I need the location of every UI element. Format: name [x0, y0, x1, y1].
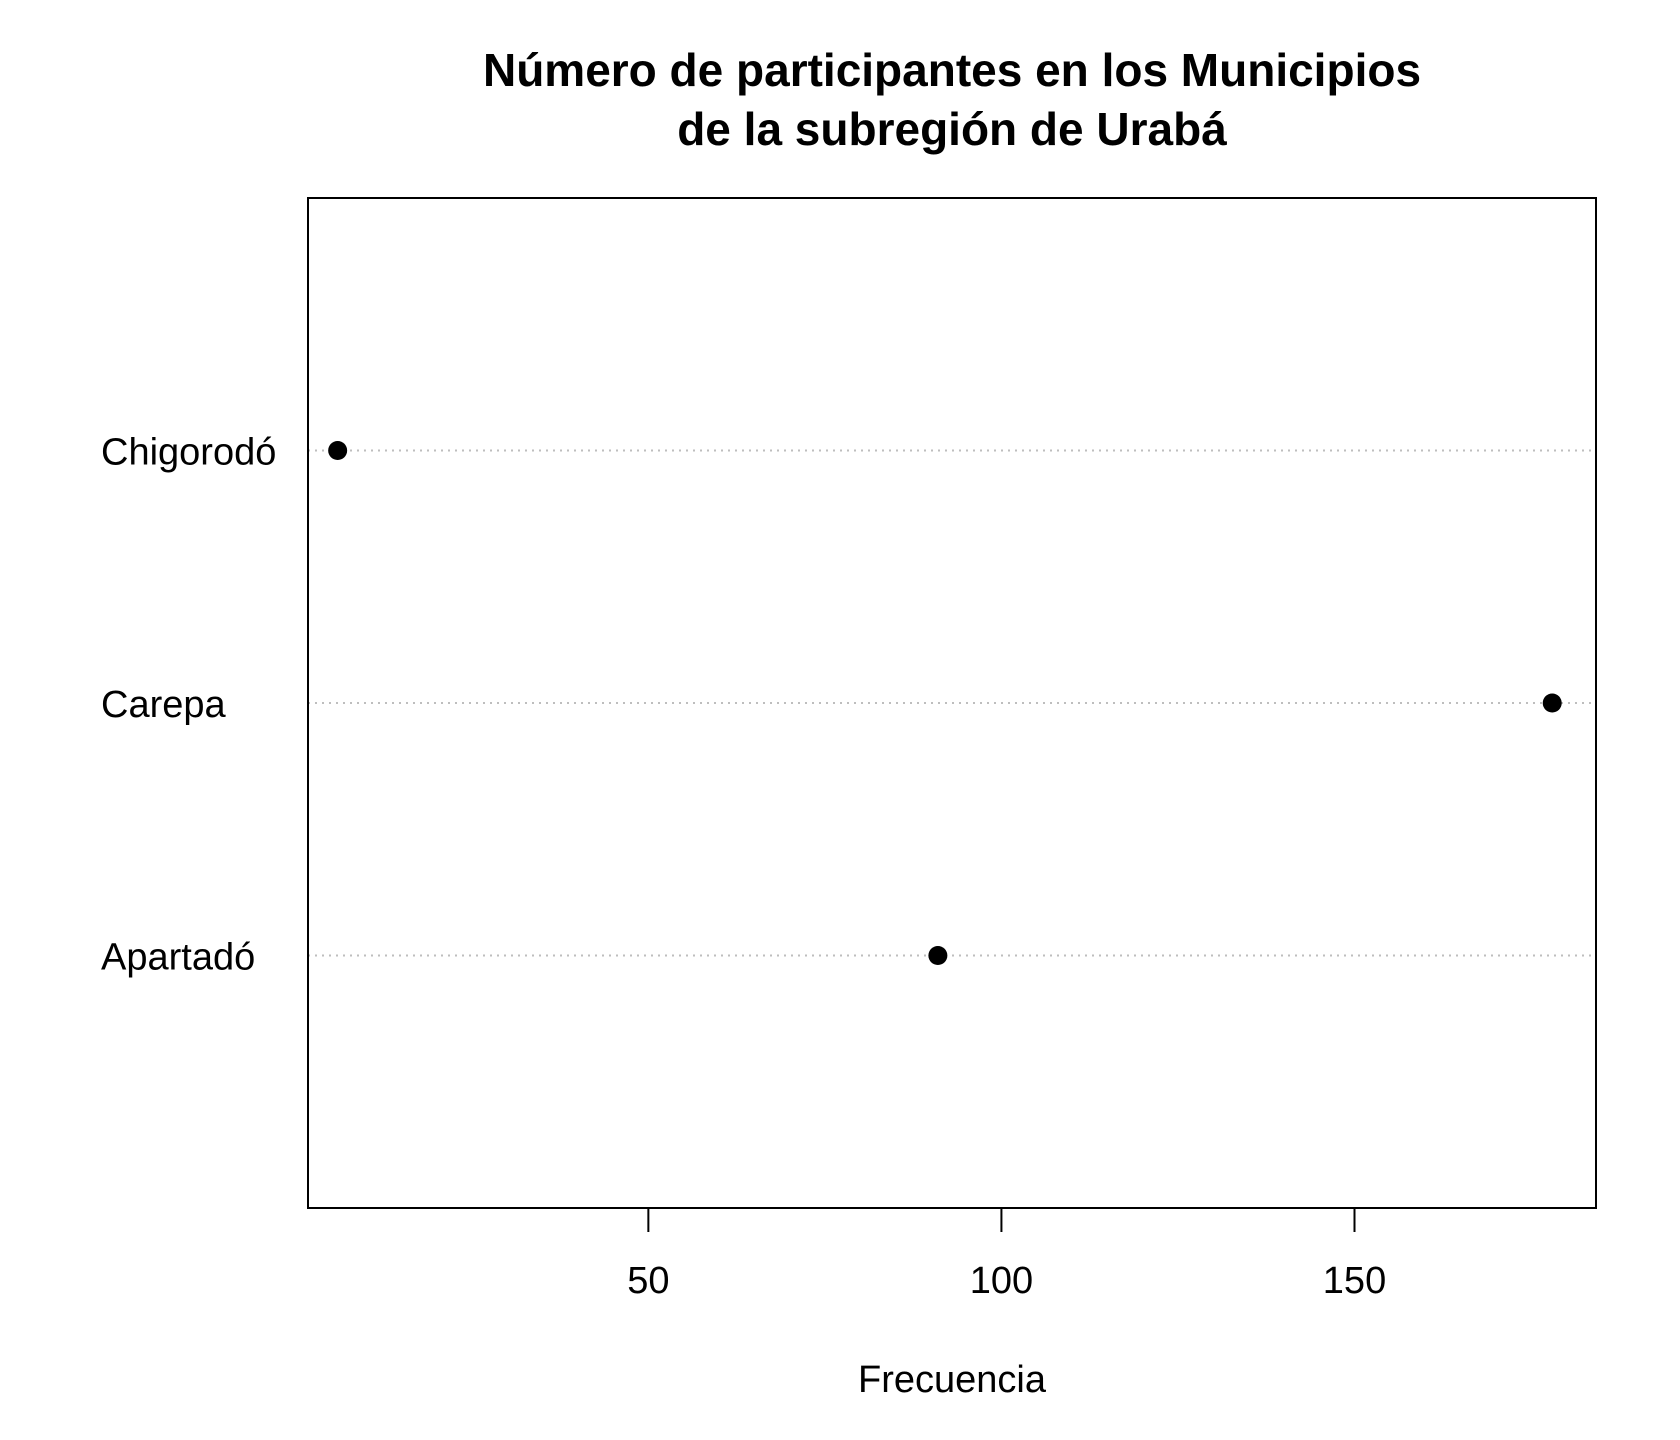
category-label: Carepa [101, 684, 226, 726]
x-tick-label: 100 [970, 1260, 1033, 1302]
chart-title-line-2: de la subregión de Urabá [677, 103, 1227, 155]
category-label: Apartadó [101, 937, 255, 979]
data-point [928, 946, 948, 965]
x-axis-label: Frecuencia [858, 1359, 1047, 1401]
category-label: Chigorodó [101, 432, 276, 474]
x-axis: 50 100 150 [627, 1208, 1386, 1302]
chart-title-line-1: Número de participantes en los Municipio… [483, 44, 1421, 96]
category-labels: Apartadó Carepa Chigorodó [101, 432, 276, 979]
data-point [1542, 693, 1562, 713]
plot-frame [307, 197, 1597, 1209]
x-tick-label: 150 [1323, 1260, 1386, 1302]
data-point [328, 441, 348, 460]
chart-title: Número de participantes en los Municipio… [483, 44, 1421, 155]
data-points [328, 441, 1562, 965]
x-tick-label: 50 [627, 1260, 669, 1302]
guide-lines [308, 449, 1596, 957]
